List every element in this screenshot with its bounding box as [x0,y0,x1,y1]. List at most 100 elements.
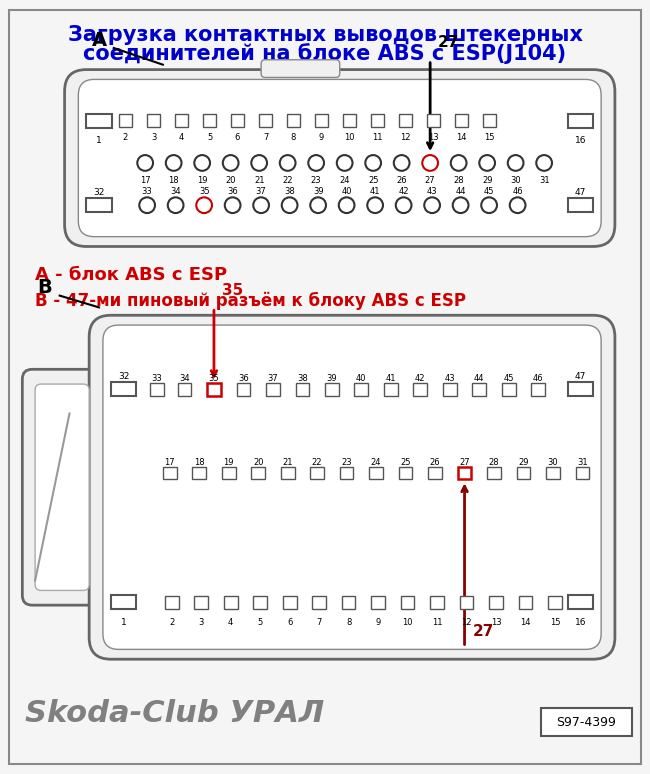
Bar [483,115,497,127]
Bar [222,467,235,479]
Bar [283,596,296,609]
Circle shape [451,155,467,171]
Bar [567,114,593,128]
Circle shape [365,155,381,171]
Text: 41: 41 [370,187,380,197]
Bar [281,467,294,479]
FancyBboxPatch shape [261,60,340,77]
Text: 17: 17 [140,176,151,185]
Text: 28: 28 [453,176,464,185]
Text: A: A [92,31,107,50]
Bar [312,596,326,609]
Bar [231,115,244,127]
Text: 45: 45 [484,187,495,197]
Text: 1: 1 [121,618,126,627]
Text: 37: 37 [268,374,278,383]
Bar [400,596,415,609]
Bar [473,383,486,396]
Text: соединителей на блоке ABS с ESP(J104): соединителей на блоке ABS с ESP(J104) [83,43,567,64]
Bar [398,115,413,127]
Text: 38: 38 [284,187,295,197]
Text: 27: 27 [425,176,436,185]
Bar [502,383,515,396]
Bar [150,383,164,396]
Circle shape [254,197,269,213]
Bar [111,595,136,609]
Text: 20: 20 [253,457,263,467]
Text: 18: 18 [194,457,205,467]
Text: 6: 6 [287,618,292,627]
Circle shape [252,155,267,171]
FancyBboxPatch shape [64,70,615,246]
Text: 31: 31 [539,176,549,185]
Text: 34: 34 [170,187,181,197]
Text: 12: 12 [400,133,411,142]
Text: 36: 36 [227,187,238,197]
Bar [254,596,267,609]
Bar [369,467,383,479]
Text: 40: 40 [356,374,367,383]
Circle shape [510,197,525,213]
Bar [325,383,339,396]
Text: 44: 44 [474,374,484,383]
Text: 37: 37 [255,187,266,197]
Text: 35: 35 [222,283,243,298]
Text: 1: 1 [96,136,102,146]
FancyBboxPatch shape [103,325,601,649]
Bar [175,115,188,127]
Text: 23: 23 [341,457,352,467]
Text: 40: 40 [341,187,352,197]
Circle shape [394,155,410,171]
Text: 38: 38 [297,374,307,383]
Bar [147,115,161,127]
Text: 31: 31 [577,457,588,467]
Text: 46: 46 [512,187,523,197]
Text: 32: 32 [94,188,105,197]
Text: 4: 4 [228,618,233,627]
Text: 8: 8 [346,618,351,627]
Bar [489,596,503,609]
Bar [354,383,369,396]
Bar [567,595,593,609]
Bar [177,383,191,396]
Text: 46: 46 [533,374,543,383]
Text: 13: 13 [491,618,501,627]
Circle shape [168,197,183,213]
Text: 30: 30 [548,457,558,467]
Circle shape [166,155,181,171]
Bar [86,114,112,128]
Text: 42: 42 [415,374,426,383]
Bar [487,467,501,479]
Text: 27: 27 [473,624,494,639]
Bar [548,596,562,609]
Circle shape [453,197,469,213]
Text: 47: 47 [575,372,586,381]
Bar [517,467,530,479]
Text: А - блок ABS с ESP: А - блок ABS с ESP [35,266,227,284]
Bar [398,467,413,479]
Text: 2: 2 [123,133,128,142]
Text: 19: 19 [224,457,234,467]
Text: 11: 11 [372,133,383,142]
Text: 27: 27 [438,35,460,50]
Bar [384,383,398,396]
Text: 14: 14 [520,618,530,627]
Text: 42: 42 [398,187,409,197]
Text: 7: 7 [263,133,268,142]
Circle shape [536,155,552,171]
Text: B: B [38,278,52,297]
Bar [310,467,324,479]
Text: 5: 5 [207,133,212,142]
Text: S97-4399: S97-4399 [556,716,616,728]
Text: 47: 47 [575,188,586,197]
Bar [519,596,532,609]
Text: 14: 14 [456,133,467,142]
Bar [86,198,112,212]
Bar [340,467,354,479]
Text: Skoda-Club УРАЛ: Skoda-Club УРАЛ [25,699,324,728]
Bar [296,383,309,396]
Bar [203,115,216,127]
Text: 2: 2 [169,618,174,627]
Bar [443,383,457,396]
Text: 25: 25 [400,457,411,467]
